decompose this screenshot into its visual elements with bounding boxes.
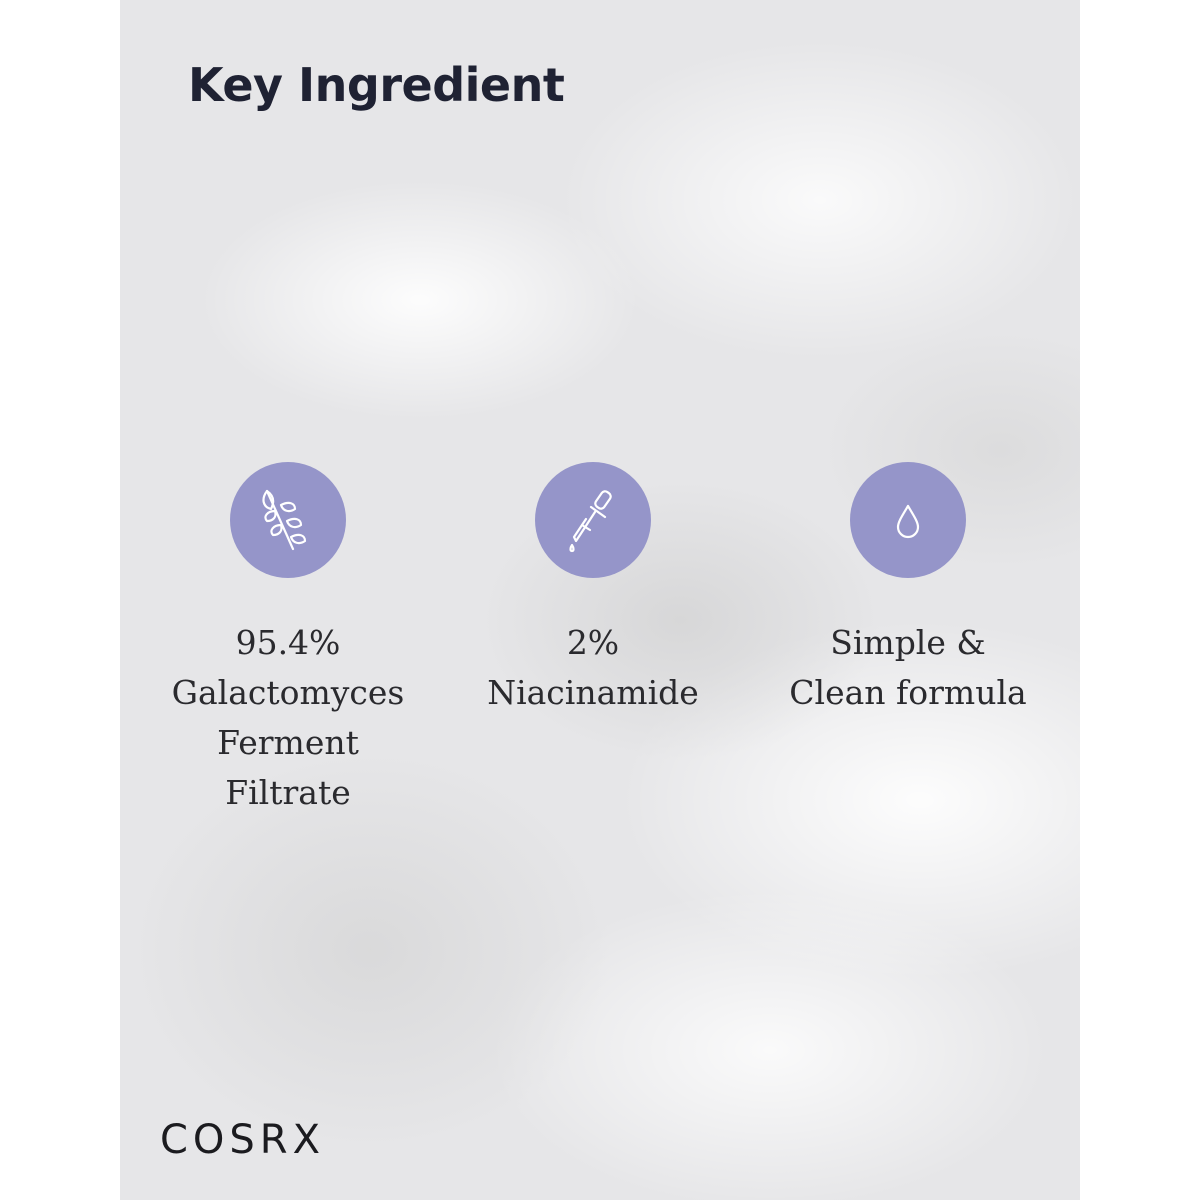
background-panel: Key Ingredient 95.4% Galactomyces Fermen…: [120, 0, 1080, 1200]
icon-badge: [850, 462, 966, 578]
label-line: Ferment: [217, 723, 359, 762]
label-line: Simple &: [830, 623, 986, 662]
brand-logo: COSRX: [160, 1117, 325, 1163]
label-line: Niacinamide: [487, 673, 699, 712]
icon-badge: [230, 462, 346, 578]
feature-label: Simple & Clean formula: [758, 618, 1058, 718]
label-line: Clean formula: [789, 673, 1027, 712]
feature-niacinamide: 2% Niacinamide: [443, 462, 743, 718]
label-line: Filtrate: [225, 773, 351, 812]
feature-label: 95.4% Galactomyces Ferment Filtrate: [138, 618, 438, 818]
feature-simple-clean: Simple & Clean formula: [758, 462, 1058, 718]
feature-galactomyces: 95.4% Galactomyces Ferment Filtrate: [138, 462, 438, 818]
dropper-icon: [569, 490, 612, 553]
label-line: 2%: [566, 623, 620, 662]
feature-label: 2% Niacinamide: [443, 618, 743, 718]
page-title: Key Ingredient: [188, 58, 565, 112]
leaf-branch-icon: [262, 489, 307, 551]
icon-badge: [535, 462, 651, 578]
label-line: Galactomyces: [171, 673, 405, 712]
water-drop-icon: [896, 504, 920, 539]
label-line: 95.4%: [235, 623, 341, 662]
